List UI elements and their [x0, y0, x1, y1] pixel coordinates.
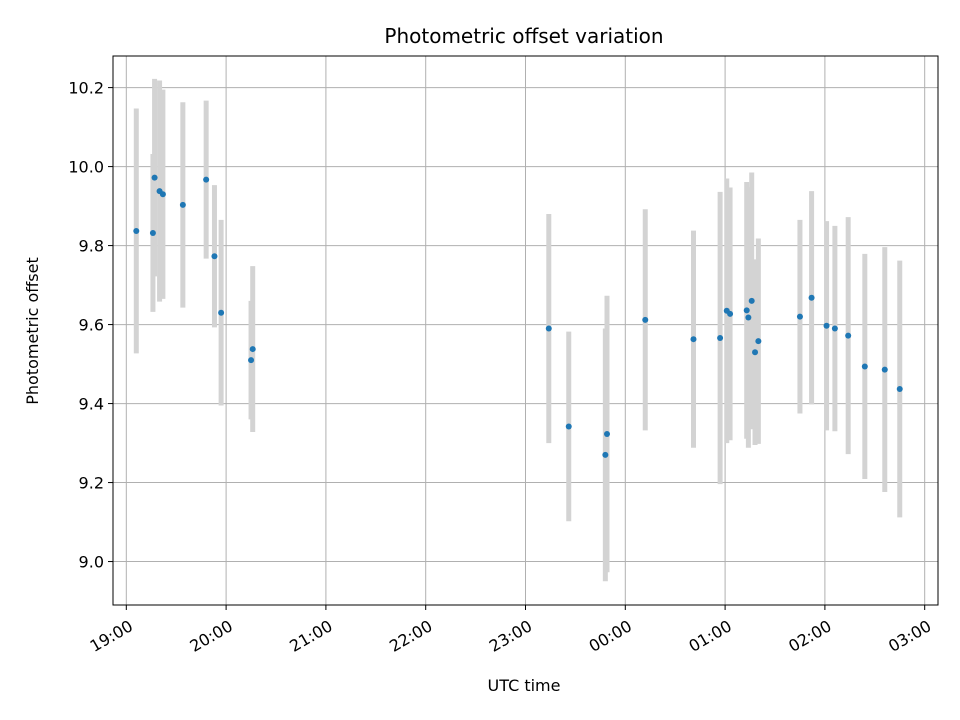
- y-axis-label: Photometric offset: [23, 257, 42, 405]
- y-tick-label: 9.4: [79, 395, 104, 414]
- data-points: [133, 174, 903, 458]
- x-tick-label: 23:00: [486, 616, 535, 656]
- data-point: [211, 253, 218, 260]
- y-tick-label: 9.6: [79, 316, 104, 335]
- data-point: [831, 325, 838, 332]
- data-point: [133, 227, 140, 234]
- chart-title: Photometric offset variation: [384, 24, 663, 48]
- data-point: [151, 174, 158, 181]
- data-point: [717, 335, 724, 342]
- data-point: [203, 176, 210, 183]
- data-point: [159, 191, 166, 198]
- x-tick-label: 19:00: [87, 616, 136, 656]
- data-point: [727, 310, 734, 317]
- x-tick-label: 01:00: [685, 616, 734, 656]
- grid-lines: [113, 56, 938, 605]
- y-tick-label: 10.2: [68, 79, 104, 98]
- data-point: [823, 322, 830, 329]
- data-point: [808, 294, 815, 301]
- data-point: [642, 316, 649, 323]
- data-point: [248, 357, 255, 364]
- y-tick-label: 9.2: [79, 474, 104, 493]
- x-axis-label: UTC time: [488, 676, 561, 695]
- data-point: [179, 201, 186, 208]
- data-point: [249, 346, 256, 353]
- data-point: [748, 297, 755, 304]
- data-point: [218, 309, 225, 316]
- x-tick-label: 03:00: [885, 616, 934, 656]
- error-bars: [133, 78, 903, 582]
- x-tick-label: 21:00: [286, 616, 335, 656]
- data-point: [896, 385, 903, 392]
- y-tick-label: 9.8: [79, 237, 104, 256]
- data-point: [755, 338, 762, 345]
- x-tick-label: 22:00: [386, 616, 435, 656]
- data-point: [752, 349, 759, 356]
- x-axis-ticks: 19:00 20:00 21:00 22:00 23:00 00:00 01:00 02:00…: [87, 605, 934, 656]
- data-point: [745, 314, 752, 321]
- data-point: [743, 307, 750, 314]
- y-axis-ticks: 9.0 9.2 9.4 9.6 9.8 10.0 10.2: [68, 79, 113, 572]
- x-tick-label: 02:00: [785, 616, 834, 656]
- data-point: [845, 332, 852, 339]
- data-point: [881, 366, 888, 373]
- data-point: [861, 363, 868, 370]
- x-tick-label: 00:00: [586, 616, 635, 656]
- data-point: [545, 325, 552, 332]
- y-tick-label: 10.0: [68, 158, 104, 177]
- data-point: [602, 451, 609, 458]
- data-point: [565, 423, 572, 430]
- x-tick-label: 20:00: [186, 616, 235, 656]
- data-point: [604, 430, 611, 437]
- data-point: [796, 313, 803, 320]
- data-point: [149, 229, 156, 236]
- data-point: [690, 336, 697, 343]
- y-tick-label: 9.0: [79, 553, 104, 572]
